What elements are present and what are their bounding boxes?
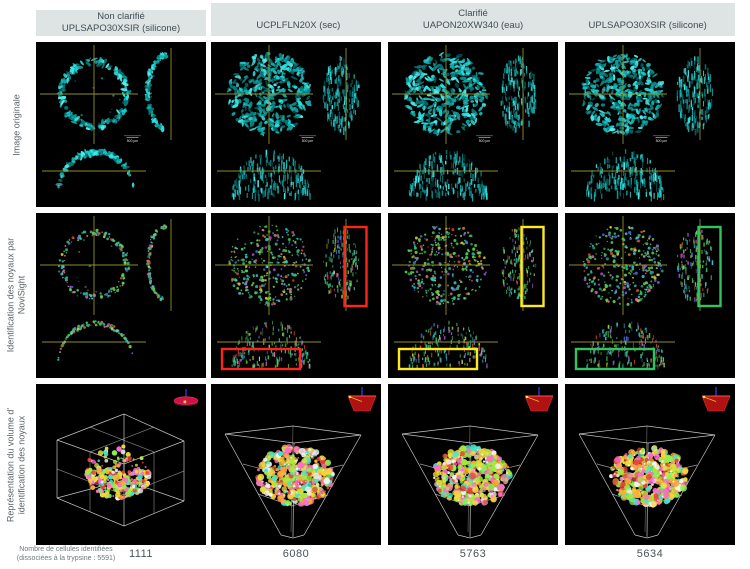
panel-original-silicone: 500 µm xyxy=(565,42,735,207)
panel-original-eau: 500 µm xyxy=(388,42,558,207)
footer-caption-line1: Nombre de cellules identifiées xyxy=(19,546,113,553)
panel-original-non-clarifie: 500 µm xyxy=(36,42,206,207)
row-label-line: Représentation du volume d' xyxy=(5,407,16,523)
header-non-clarifie-objective: UPLSAPO30XSIR (silicone) xyxy=(61,23,181,34)
microscopy-projection-image: 500 µm xyxy=(392,45,537,202)
row-label-line: Identification des noyaux par xyxy=(5,237,16,353)
row-label-identification-novisight: Identification des noyaux par NoviSight xyxy=(0,213,34,378)
volume-3d-render xyxy=(578,387,731,539)
header-objective-silicone: UPLSAPO30XSIR (silicone) xyxy=(588,19,707,31)
microscopy-projection-image: 500 µm xyxy=(215,45,360,202)
microscopy-projection-image: 500 µm xyxy=(40,45,172,189)
cell-count-non-clarifie: 1111 xyxy=(128,548,154,560)
header-objective-sec: UCPLFLN20X (sec) xyxy=(256,19,341,31)
microscopy-projection-image xyxy=(569,216,722,371)
footer-caption-line2: (dissociées à la trypsine : 5591) xyxy=(16,554,116,562)
panel-original-sec: 500 µm xyxy=(211,42,381,207)
panel-volume-eau xyxy=(388,384,558,545)
panel-novisight-silicone xyxy=(565,213,735,378)
row-label-line: identification des noyaux xyxy=(16,415,27,515)
header-clarifie-columns: UCPLFLN20X (sec) UAPON20XW340 (eau) UPLS… xyxy=(211,20,735,32)
cell-count-sec: 6080 xyxy=(282,548,310,560)
volume-3d-render xyxy=(401,387,554,539)
header-clarifie: Clarifié UCPLFLN20X (sec) UAPON20XW340 (… xyxy=(211,3,735,36)
panel-novisight-sec xyxy=(211,213,381,378)
panel-novisight-non-clarifie xyxy=(36,213,206,378)
panel-volume-sec xyxy=(211,384,381,545)
svg-text:500 µm: 500 µm xyxy=(479,139,491,143)
panel-volume-non-clarifie xyxy=(36,384,206,545)
row-label-line: NoviSight xyxy=(16,275,27,315)
svg-text:500 µm: 500 µm xyxy=(302,139,314,143)
panel-volume-silicone xyxy=(565,384,735,545)
microscopy-projection-image xyxy=(392,216,545,371)
svg-text:500 µm: 500 µm xyxy=(127,139,139,143)
row-label-line: Image originale xyxy=(11,94,21,156)
footer-caption: Nombre de cellules identifiées (dissocié… xyxy=(2,546,130,563)
row-label-volume-representation: Représentation du volume d' identificati… xyxy=(0,385,34,546)
panel-novisight-eau xyxy=(388,213,558,378)
cell-count-silicone: 5634 xyxy=(636,548,664,560)
volume-3d-render xyxy=(224,387,377,539)
svg-text:500 µm: 500 µm xyxy=(656,139,668,143)
microscopy-projection-image xyxy=(215,216,368,371)
microscopy-projection-image xyxy=(40,216,172,361)
header-clarifie-title: Clarifié xyxy=(458,7,488,19)
cell-count-eau: 5763 xyxy=(459,548,487,560)
header-non-clarifie-title: Non clarifié xyxy=(97,11,145,22)
header-non-clarifie: Non clarifié UPLSAPO30XSIR (silicone) xyxy=(36,10,206,36)
microscopy-projection-image: 500 µm xyxy=(569,45,713,202)
header-objective-eau: UAPON20XW340 (eau) xyxy=(422,19,524,31)
volume-3d-render xyxy=(56,389,199,527)
row-label-image-originale: Image originale xyxy=(0,43,34,208)
